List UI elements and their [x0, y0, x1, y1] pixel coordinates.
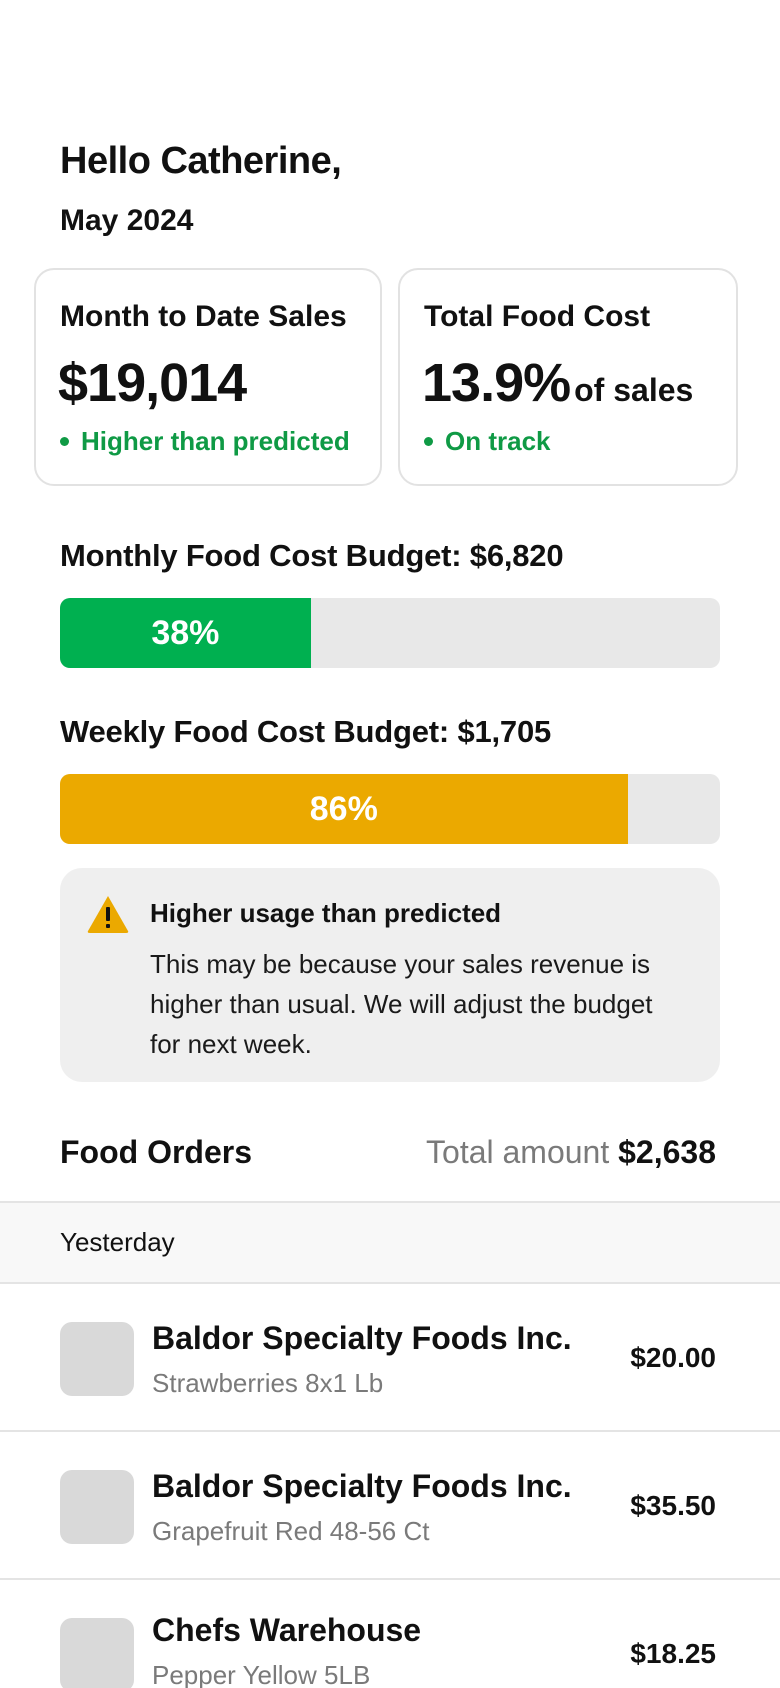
card-title: Month to Date Sales — [60, 300, 347, 333]
food-cost-value: 13.9% of sales — [422, 353, 694, 413]
group-label: Yesterday — [60, 1227, 175, 1257]
order-item: Grapefruit Red 48-56 Ct — [152, 1516, 430, 1546]
weekly-budget-percent: 86% — [309, 789, 378, 828]
order-item: Pepper Yellow 5LB — [152, 1660, 371, 1688]
monthly-budget-progress: 38% — [60, 598, 720, 668]
status-dot-icon — [60, 437, 69, 446]
alert-title: Higher usage than predicted — [150, 898, 502, 928]
monthly-budget-fill: 38% — [60, 598, 311, 668]
orders-group-header: Yesterday — [0, 1201, 780, 1284]
order-vendor: Baldor Specialty Foods Inc. — [152, 1320, 572, 1356]
total-food-cost-card[interactable]: Total Food Cost 13.9% of sales On track — [398, 268, 738, 486]
orders-total: Total amount $2,638 — [426, 1134, 716, 1170]
monthly-budget-label: Monthly Food Cost Budget: $6,820 — [60, 538, 564, 573]
alert-body: This may be because your sales revenue i… — [150, 949, 653, 1059]
order-price: $35.50 — [630, 1490, 716, 1521]
greeting: Hello Catherine, — [60, 140, 342, 182]
order-item: Strawberries 8x1 Lb — [152, 1368, 384, 1398]
food-orders-title: Food Orders — [60, 1134, 253, 1170]
weekly-budget-label: Weekly Food Cost Budget: $1,705 — [60, 714, 552, 749]
order-row[interactable]: Baldor Specialty Foods Inc. Grapefruit R… — [0, 1432, 780, 1580]
sales-status: Higher than predicted — [60, 426, 350, 457]
usage-alert: Higher usage than predicted This may be … — [60, 868, 720, 1082]
weekly-budget-fill: 86% — [60, 774, 628, 844]
period-label: May 2024 — [60, 204, 194, 237]
weekly-budget-progress: 86% — [60, 774, 720, 844]
card-title: Total Food Cost — [424, 300, 651, 333]
month-to-date-sales-card[interactable]: Month to Date Sales $19,014 Higher than … — [34, 268, 382, 486]
order-thumbnail — [60, 1470, 134, 1544]
status-dot-icon — [424, 437, 433, 446]
order-vendor: Chefs Warehouse — [152, 1612, 422, 1648]
warning-icon — [87, 896, 129, 933]
sales-value: $19,014 — [58, 353, 247, 413]
food-orders-header: Food Orders Total amount $2,638 — [60, 1134, 716, 1178]
order-row[interactable]: Baldor Specialty Foods Inc. Strawberries… — [0, 1284, 780, 1432]
order-row[interactable]: Chefs Warehouse Pepper Yellow 5LB $18.25 — [0, 1580, 780, 1688]
order-thumbnail — [60, 1322, 134, 1396]
order-price: $18.25 — [630, 1638, 716, 1669]
food-cost-status: On track — [424, 426, 551, 457]
order-price: $20.00 — [630, 1342, 716, 1373]
monthly-budget-percent: 38% — [151, 613, 220, 652]
order-vendor: Baldor Specialty Foods Inc. — [152, 1468, 572, 1504]
order-thumbnail — [60, 1618, 134, 1688]
